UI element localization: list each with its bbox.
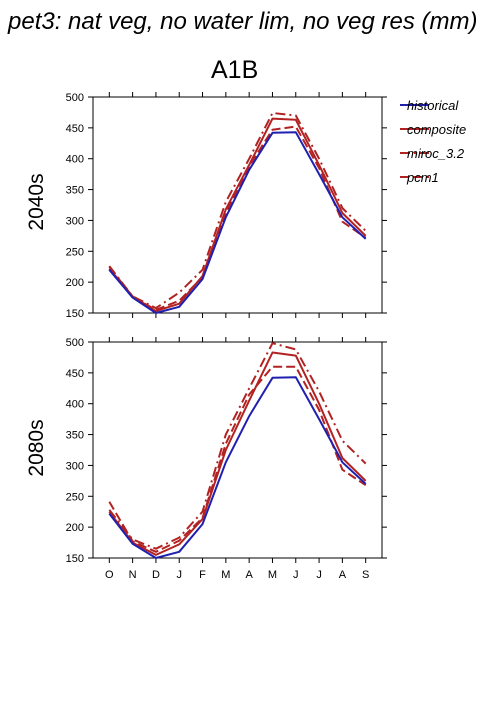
x-tick-label: N: [129, 569, 137, 581]
y-tick-label: 250: [66, 246, 84, 258]
scenario-title: A1B: [211, 56, 259, 84]
series-line-composite: [108, 117, 367, 313]
x-tick-label: A: [245, 569, 253, 581]
x-tick-label: J: [316, 569, 322, 581]
chart-panel-0: 150 200 250 300 350 400 450 500: [66, 92, 387, 320]
y-tick-label: 500: [66, 92, 84, 104]
y-tick-label: 500: [66, 337, 84, 349]
series-line-pcm1: [108, 125, 367, 311]
y-tick-label: 200: [66, 522, 84, 534]
y-tick-label: 350: [66, 185, 84, 197]
y-tick-label: 450: [66, 368, 84, 380]
x-tick-label: S: [362, 569, 369, 581]
legend-label: miroc_3.2: [407, 146, 465, 161]
legend-label: pcm1: [406, 170, 439, 185]
y-tick-label: 250: [66, 491, 84, 503]
y-tick-label: 400: [66, 154, 84, 166]
series-line-pcm1: [108, 365, 367, 553]
y-tick-label: 300: [66, 215, 84, 227]
series-line-historical: [108, 131, 367, 314]
legend-label: historical: [407, 98, 459, 113]
x-tick-label: F: [199, 569, 206, 581]
series-line-composite: [108, 351, 367, 556]
y-tick-label: 450: [66, 123, 84, 135]
series-line-miroc-3-2: [108, 342, 367, 550]
legend: historical composite miroc_3.2 pcm1: [400, 98, 466, 185]
x-tick-label: M: [221, 569, 230, 581]
x-tick-label: O: [105, 569, 114, 581]
x-tick-label: A: [339, 569, 347, 581]
y-tick-label: 400: [66, 399, 84, 411]
legend-label: composite: [407, 122, 466, 137]
x-tick-label: J: [293, 569, 299, 581]
x-tick-label: D: [152, 569, 160, 581]
y-tick-label: 300: [66, 460, 84, 472]
plot-frame: [92, 96, 383, 314]
y-tick-label: 200: [66, 277, 84, 289]
x-tick-label: M: [268, 569, 277, 581]
page-title: pet3: nat veg, no water lim, no veg res …: [8, 8, 478, 35]
y-tick-label: 150: [66, 553, 84, 565]
y-tick-label: 150: [66, 308, 84, 320]
y-tick-label: 350: [66, 430, 84, 442]
chart-panel-1: 150 200 250 300 350 400 450 500 O N D J F M A M J J A S: [66, 337, 387, 581]
series-line-miroc-3-2: [108, 112, 367, 310]
series-line-historical: [108, 376, 367, 559]
x-tick-label: J: [176, 569, 182, 581]
plot-frame: [92, 341, 383, 559]
